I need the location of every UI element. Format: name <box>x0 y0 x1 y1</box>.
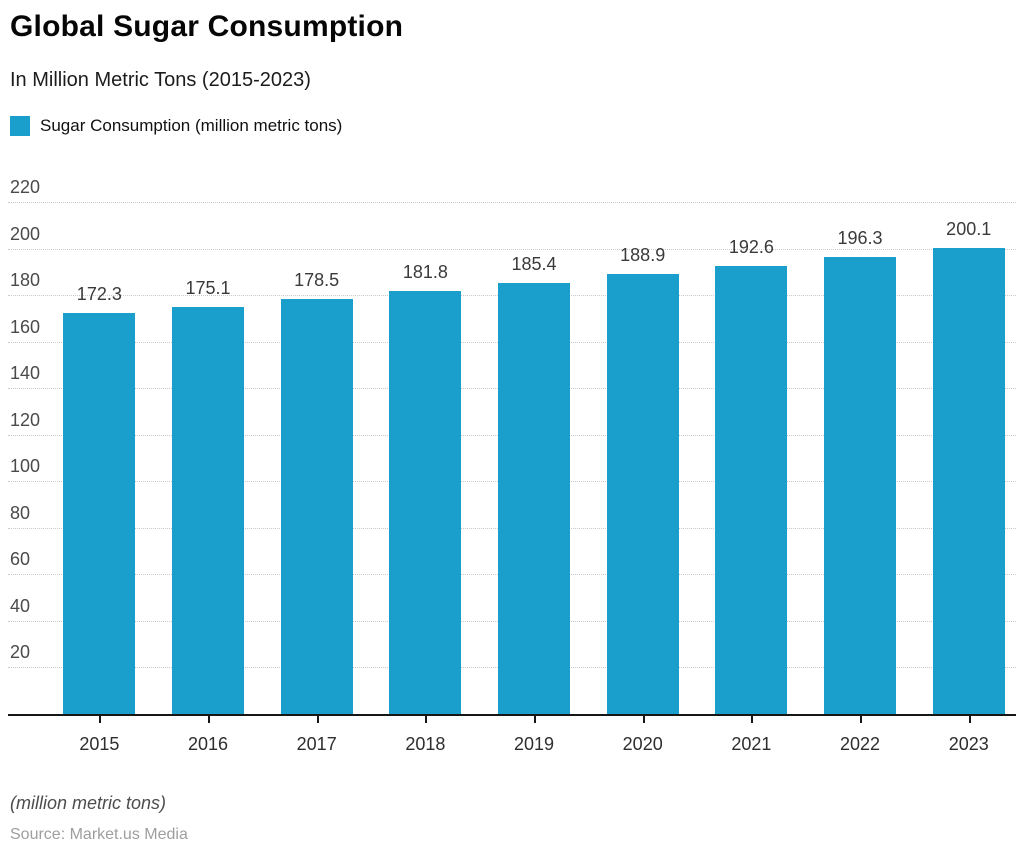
legend-label: Sugar Consumption (million metric tons) <box>40 116 343 135</box>
x-axis-tick <box>642 716 645 723</box>
chart-subtitle: In Million Metric Tons (2015-2023) <box>10 69 311 91</box>
x-axis-tick-cell <box>806 716 915 724</box>
bar-cell-2015: 172.3 <box>45 202 154 714</box>
gridline <box>8 202 1016 203</box>
bar-cell-2020: 188.9 <box>588 202 697 714</box>
bar-2019[interactable]: 185.4 <box>498 255 571 714</box>
y-axis-tick-label: 100 <box>10 456 41 477</box>
x-axis-label: 2017 <box>296 734 337 754</box>
x-axis-tick-cell <box>697 716 806 724</box>
x-axis-tick <box>425 716 428 723</box>
y-axis-tick-label: 160 <box>10 316 41 337</box>
bar-cell-2017: 178.5 <box>262 202 371 714</box>
bar-cell-2016: 175.1 <box>154 202 263 714</box>
y-axis-tick-label: 40 <box>10 595 31 616</box>
unit-note: (million metric tons) <box>10 793 167 813</box>
chart-title: Global Sugar Consumption <box>10 10 404 43</box>
x-axis-label: 2015 <box>79 734 120 754</box>
y-axis-tick-label: 200 <box>10 223 41 244</box>
bars-container: 172.3 175.1 178.5 181.8 185.4 188.9 192.6 196.3… <box>45 202 1023 714</box>
x-axis-tick <box>99 716 102 723</box>
bar-value-label: 188.9 <box>620 245 666 266</box>
bar-value-label: 178.5 <box>294 269 340 290</box>
bar-2017[interactable]: 178.5 <box>280 271 353 714</box>
bar-cell-2019: 185.4 <box>480 202 589 714</box>
x-axis-tick <box>534 716 537 723</box>
legend-swatch <box>10 116 30 136</box>
y-axis-tick-label: 140 <box>10 363 41 384</box>
x-axis-ticks <box>45 716 1023 724</box>
bar-value-label: 196.3 <box>837 228 883 249</box>
bar-cell-2021: 192.6 <box>697 202 806 714</box>
bar-value-label: 181.8 <box>402 261 448 282</box>
x-axis-label: 2022 <box>840 734 881 754</box>
x-axis-tick-cell <box>154 716 263 724</box>
x-axis-label: 2018 <box>405 734 446 754</box>
x-axis-label: 2020 <box>622 734 663 754</box>
x-axis-tick-cell <box>914 716 1023 724</box>
bar-2018[interactable]: 181.8 <box>389 263 462 714</box>
bar-cell-2023: 200.1 <box>914 202 1023 714</box>
x-axis-tick-cell <box>45 716 154 724</box>
legend-item[interactable]: Sugar Consumption (million metric tons) <box>10 116 342 136</box>
y-axis-tick-label: 220 <box>10 177 41 197</box>
source-note: Source: Market.us Media <box>10 826 188 843</box>
y-axis-tick-label: 120 <box>10 409 41 430</box>
y-axis-tick-label: 180 <box>10 270 41 291</box>
bar-2022[interactable]: 196.3 <box>824 229 897 714</box>
bar-2016[interactable]: 175.1 <box>172 279 244 714</box>
bar-value-label: 175.1 <box>185 277 231 298</box>
x-axis-label: 2019 <box>514 734 555 754</box>
x-axis-label: 2021 <box>731 734 772 754</box>
x-axis-label: 2016 <box>187 734 229 754</box>
gridline <box>8 248 1016 250</box>
bar-2015[interactable]: 172.3 <box>63 285 136 714</box>
x-axis-tick <box>968 716 971 723</box>
x-axis-tick-cell <box>371 716 480 724</box>
x-axis-tick <box>208 716 210 723</box>
bar-2021[interactable]: 192.6 <box>715 238 788 714</box>
x-axis-line <box>8 714 1016 716</box>
x-axis-tick <box>316 716 319 723</box>
y-axis-tick-label: 20 <box>10 642 31 663</box>
x-axis-tick-cell <box>588 716 697 724</box>
x-axis-label: 2023 <box>948 734 989 754</box>
x-axis-tick-cell <box>480 716 589 724</box>
bar-value-label: 200.1 <box>946 219 992 240</box>
x-axis-labels: 2015 2016 2017 2018 2019 2020 2021 2022 2023 <box>45 734 1023 755</box>
x-axis-tick <box>860 716 863 723</box>
y-axis-tick-label: 60 <box>10 549 31 570</box>
x-axis-tick <box>751 716 754 723</box>
bar-cell-2022: 196.3 <box>806 202 915 714</box>
bar-2023[interactable]: 200.1 <box>932 220 1005 714</box>
x-axis-tick-cell <box>262 716 371 724</box>
bar-value-label: 185.4 <box>511 253 557 274</box>
y-axis-tick-label: 80 <box>10 502 31 523</box>
bar-cell-2018: 181.8 <box>371 202 480 714</box>
bar-value-label: 192.6 <box>728 236 774 257</box>
bar-2020[interactable]: 188.9 <box>606 246 679 714</box>
bar-value-label: 172.3 <box>76 284 122 305</box>
bar-chart-plot-area: 20 40 60 80 100 120 140 160 180 200 220 172.3 175.1… <box>8 178 1016 714</box>
